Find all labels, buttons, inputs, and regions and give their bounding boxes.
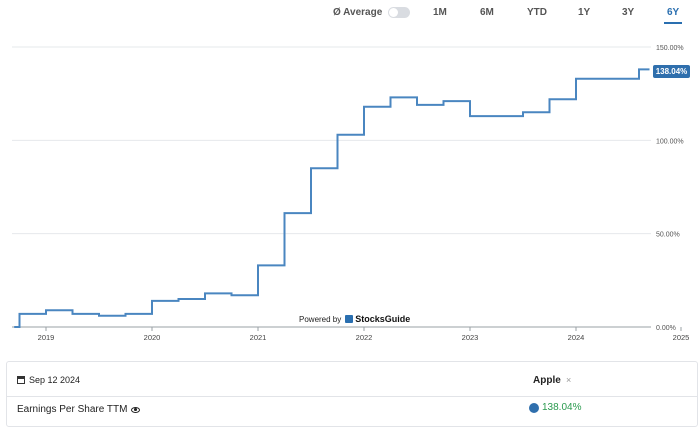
x-tick-label: 2024: [568, 333, 585, 342]
stocksguide-logo[interactable]: StocksGuide: [345, 314, 410, 324]
x-tick-label: 2025: [673, 333, 690, 342]
stocksguide-brand: StocksGuide: [355, 314, 411, 324]
powered-by: Powered by StocksGuide: [299, 314, 410, 324]
eye-icon[interactable]: [131, 406, 141, 413]
metric-value: 138.04%: [529, 402, 581, 413]
y-tick-label: 150.00%: [656, 45, 684, 52]
company-name: Apple: [533, 375, 561, 386]
eps-chart: 0.00% 50.00% 100.00% 150.00% 2019 2020 2021 20…: [12, 45, 690, 342]
x-tick-label: 2020: [144, 333, 161, 342]
y-tick-label: 50.00%: [656, 232, 680, 239]
range-ytd-button[interactable]: YTD: [527, 7, 547, 18]
tooltip-date-text: Sep 12 2024: [29, 375, 81, 385]
average-label: Ø Average: [333, 7, 383, 18]
x-tick-label: 2021: [250, 333, 267, 342]
tooltip-header: Sep 12 2024 Apple ×: [7, 362, 697, 397]
data-tooltip: Sep 12 2024 Apple × Earnings Per Share T…: [6, 361, 698, 427]
range-1y-button[interactable]: 1Y: [578, 7, 591, 18]
metric-row: Earnings Per Share TTM: [17, 404, 141, 415]
x-tick-label: 2019: [38, 333, 55, 342]
last-value-tag: 138.04%: [653, 65, 690, 78]
powered-by-text: Powered by: [299, 314, 342, 324]
series-line-apple: [14, 68, 650, 328]
range-selector: Ø Average 1M 6M YTD 1Y 3Y 6Y: [0, 0, 700, 28]
range-3y-button[interactable]: 3Y: [622, 7, 635, 18]
metric-label: Earnings Per Share TTM: [17, 404, 128, 415]
stocksguide-icon: [345, 315, 354, 323]
series-color-dot: [529, 402, 539, 413]
range-6m-button[interactable]: 6M: [480, 7, 494, 18]
range-6y-button[interactable]: 6Y: [663, 7, 683, 24]
y-tick-label: 0.00%: [656, 325, 676, 332]
x-tick-label: 2022: [356, 333, 373, 342]
average-toggle[interactable]: Ø Average: [333, 7, 411, 18]
remove-company-button[interactable]: ×: [566, 375, 572, 385]
average-switch[interactable]: [388, 7, 411, 18]
x-tick-label: 2023: [462, 333, 479, 342]
y-tick-label: 100.00%: [656, 138, 684, 145]
metric-value-text: 138.04%: [542, 402, 582, 413]
tooltip-date: Sep 12 2024: [17, 375, 80, 385]
calendar-icon: [17, 376, 25, 384]
range-1m-button[interactable]: 1M: [433, 7, 447, 18]
